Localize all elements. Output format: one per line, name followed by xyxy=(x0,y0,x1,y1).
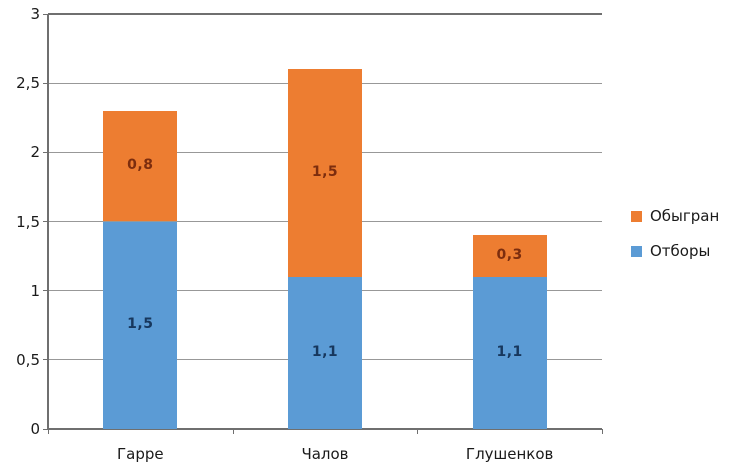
y-tick-label: 1,5 xyxy=(16,212,40,231)
y-tick-label: 2,5 xyxy=(16,74,40,93)
y-tick-label: 0,5 xyxy=(16,350,40,369)
bar-data-label: 1,1 xyxy=(311,343,339,360)
y-axis xyxy=(47,14,49,429)
y-axis-tick xyxy=(43,13,48,15)
bar-segment-Отборы xyxy=(472,276,547,429)
bar-segment-Отборы xyxy=(288,276,362,429)
bar-segment-Отборы xyxy=(103,221,178,429)
x-axis-tick xyxy=(417,429,419,434)
y-tick-label: 0 xyxy=(30,420,40,438)
legend-entry: Обыгран xyxy=(631,207,719,225)
bar-data-label: 1,5 xyxy=(127,316,154,333)
y-axis-tick xyxy=(43,428,48,430)
bar-data-label: 0,8 xyxy=(127,157,154,174)
legend-entry: Отборы xyxy=(631,242,719,260)
legend: Обыгран Отборы xyxy=(631,207,719,277)
bar-segment-Обыгран xyxy=(103,110,178,222)
bar-segment-Обыгран xyxy=(288,69,362,277)
x-axis-tick xyxy=(602,429,603,434)
legend-label: Обыгран xyxy=(650,207,720,225)
x-axis-tick xyxy=(48,429,49,434)
bar-data-label: 1,1 xyxy=(496,343,523,360)
x-category-label: Чалов xyxy=(301,445,349,463)
bar-segment-Обыгран xyxy=(472,235,547,277)
bar-data-label: 1,5 xyxy=(311,164,339,181)
y-axis-tick xyxy=(43,82,48,84)
y-axis-tick xyxy=(43,290,48,292)
y-axis-tick xyxy=(43,359,48,361)
y-axis-tick xyxy=(43,221,48,222)
legend-swatch-icon xyxy=(631,245,642,257)
legend-label: Отборы xyxy=(650,242,711,260)
x-category-label: Гарре xyxy=(117,445,164,463)
y-tick-label: 3 xyxy=(30,5,40,23)
y-tick-label: 1 xyxy=(30,281,40,300)
bar-data-label: 0,3 xyxy=(496,247,523,264)
legend-swatch-icon xyxy=(631,210,642,222)
x-axis-tick xyxy=(232,429,234,434)
y-axis-tick xyxy=(43,151,48,153)
y-tick-label: 2 xyxy=(30,143,40,162)
x-axis xyxy=(48,428,602,430)
gridline xyxy=(48,13,602,15)
x-category-label: Глушенков xyxy=(465,445,554,463)
